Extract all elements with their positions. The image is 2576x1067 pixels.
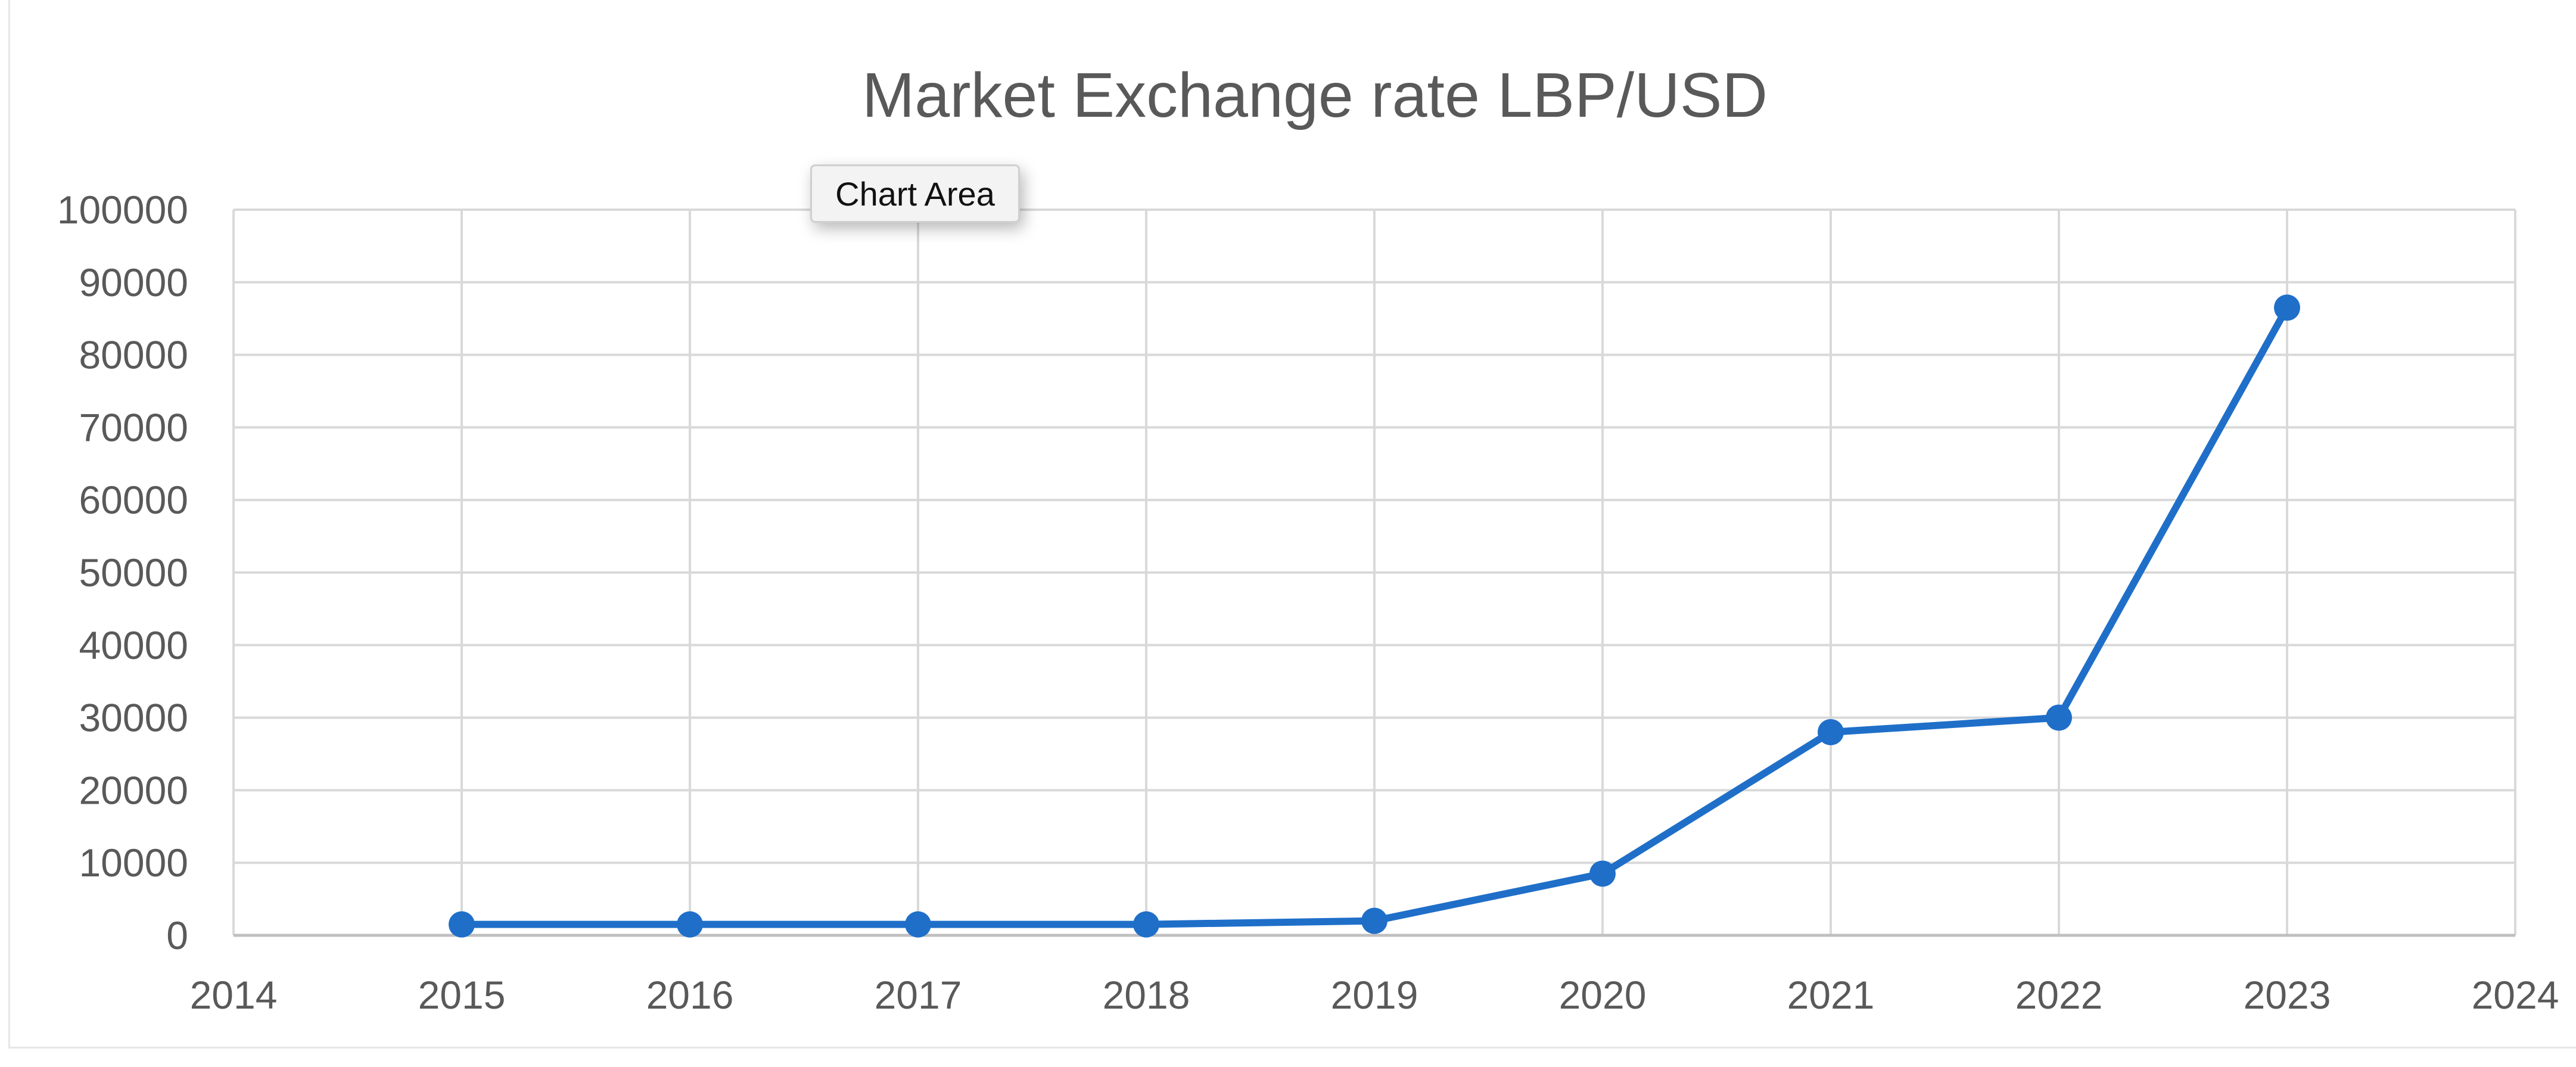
data-point[interactable] — [1818, 718, 1844, 745]
series — [449, 294, 2300, 938]
data-point[interactable] — [449, 911, 475, 938]
x-tick-label: 2014 — [190, 973, 278, 1017]
y-tick-label: 50000 — [79, 550, 188, 595]
x-tick-label: 2022 — [2015, 973, 2103, 1017]
x-tick-label: 2017 — [875, 973, 962, 1017]
data-point[interactable] — [1133, 911, 1159, 938]
x-tick-label: 2020 — [1559, 973, 1647, 1017]
x-tick-label: 2024 — [2472, 973, 2559, 1017]
data-point[interactable] — [677, 911, 703, 938]
chart-title: Market Exchange rate LBP/USD — [862, 60, 1768, 130]
data-point[interactable] — [1589, 860, 1616, 887]
x-tick-label: 2016 — [646, 973, 734, 1017]
y-tick-label: 0 — [166, 913, 188, 957]
y-tick-label: 10000 — [79, 841, 188, 885]
y-tick-label: 30000 — [79, 696, 188, 740]
data-point[interactable] — [2274, 294, 2300, 321]
chart-area-tooltip: Chart Area — [810, 164, 1020, 223]
y-tick-label: 100000 — [57, 188, 188, 232]
y-tick-label: 40000 — [79, 623, 188, 667]
tick-labels: 0 10000 20000 30000 40000 50000 60000 70000 8000… — [57, 188, 2559, 1017]
x-tick-label: 2019 — [1331, 973, 1418, 1017]
x-tick-label: 2018 — [1103, 973, 1190, 1017]
x-tick-label: 2015 — [418, 973, 506, 1017]
chart-area[interactable] — [8, 0, 2576, 1049]
y-tick-label: 20000 — [79, 768, 188, 812]
data-point[interactable] — [905, 911, 931, 938]
y-tick-label: 70000 — [79, 405, 188, 449]
y-tick-label: 90000 — [79, 260, 188, 304]
gridlines — [232, 209, 2516, 935]
x-tick-label: 2021 — [1787, 973, 1875, 1017]
y-tick-label: 80000 — [79, 333, 188, 377]
data-point[interactable] — [1361, 907, 1387, 934]
y-tick-label: 60000 — [79, 478, 188, 522]
x-tick-label: 2023 — [2244, 973, 2331, 1017]
data-point[interactable] — [2046, 704, 2072, 731]
